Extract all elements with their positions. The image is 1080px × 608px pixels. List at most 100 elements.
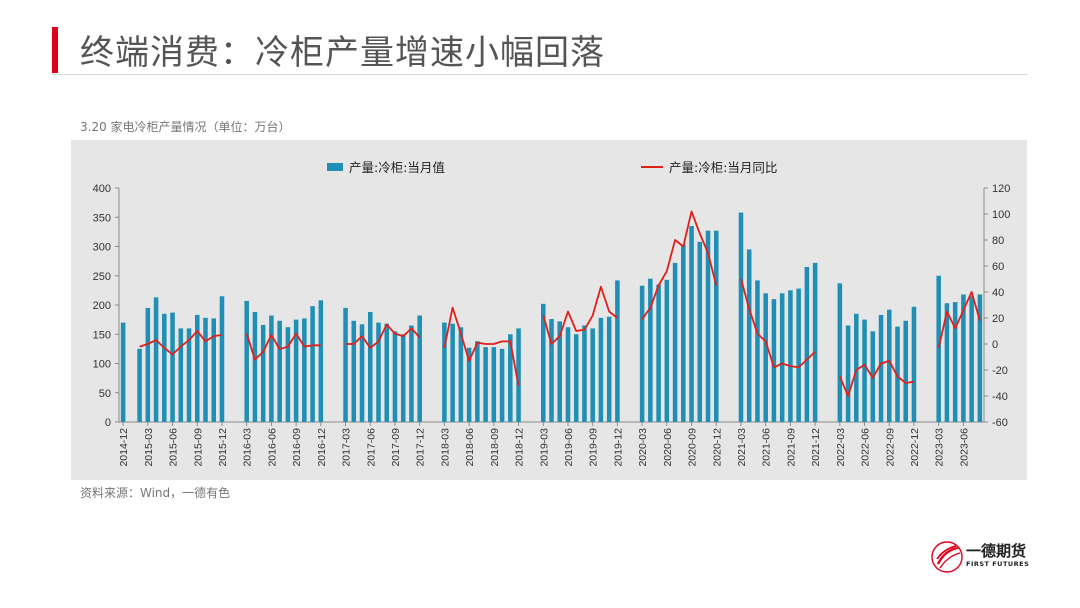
legend-line-label: 产量:冷柜:当月同比: [669, 160, 777, 175]
left-y-tick-label: 400: [93, 183, 111, 195]
bar: [351, 320, 357, 422]
bar: [269, 315, 274, 422]
bar: [277, 320, 282, 422]
bar: [689, 226, 694, 422]
bar: [886, 309, 892, 422]
bar: [944, 303, 950, 422]
left-y-tick-label: 0: [105, 417, 111, 429]
bar: [302, 318, 307, 422]
x-tick-label: 2014-12: [118, 428, 130, 467]
bar: [755, 280, 760, 422]
x-tick-label: 2015-12: [217, 428, 229, 467]
yoy-line: [345, 323, 421, 349]
right-y-tick-label: -60: [992, 417, 1008, 429]
right-y-tick-label: 100: [992, 209, 1010, 221]
bar: [582, 325, 587, 422]
left-y-tick-label: 350: [93, 212, 111, 224]
x-tick-label: 2018-09: [489, 428, 501, 467]
bar: [376, 322, 381, 422]
left-y-tick-label: 200: [93, 300, 111, 312]
x-tick-label: 2017-06: [365, 428, 377, 467]
right-y-tick-label: 20: [992, 313, 1004, 325]
source-note: 资料来源：Wind，一德有色: [80, 486, 231, 500]
bar: [491, 347, 497, 422]
bar: [705, 230, 711, 422]
bar: [219, 296, 225, 422]
right-y-tick-label: -40: [992, 391, 1008, 403]
bar: [450, 323, 455, 422]
bar: [499, 348, 505, 422]
x-tick-label: 2020-03: [637, 428, 649, 467]
bar: [458, 327, 464, 422]
bar: [186, 328, 192, 422]
bar: [878, 314, 884, 422]
chart-caption: 3.20 家电冷柜产量情况（单位：万台）: [80, 120, 291, 134]
right-y-tick-label: -20: [992, 365, 1008, 377]
yoy-line: [838, 359, 915, 397]
bar: [244, 300, 249, 422]
x-tick-label: 2020-12: [711, 428, 723, 467]
legend-bar-label: 产量:冷柜:当月值: [349, 160, 445, 175]
right-y-tick-label: 80: [992, 235, 1004, 247]
bar: [573, 334, 579, 422]
bar: [648, 278, 653, 422]
bar: [590, 328, 595, 422]
x-tick-label: 2021-09: [785, 428, 797, 467]
bar: [936, 275, 941, 422]
left-y-tick-label: 150: [93, 329, 111, 341]
yoy-line: [542, 285, 618, 345]
bar: [713, 230, 719, 422]
bar: [252, 312, 258, 422]
bar: [557, 321, 563, 422]
bar: [466, 347, 472, 422]
bar: [400, 334, 406, 422]
yoy-line: [740, 278, 816, 369]
bar: [359, 324, 365, 422]
yoy-line: [139, 330, 223, 356]
company-logo: 一德期货 FIRST FUTURES: [930, 538, 1040, 578]
bar: [203, 317, 208, 422]
x-tick-label: 2015-06: [168, 428, 180, 467]
bar: [664, 279, 670, 422]
bar: [804, 266, 810, 422]
bar: [854, 313, 859, 422]
bar: [845, 325, 851, 422]
right-y-tick-label: 120: [992, 183, 1010, 195]
bar: [194, 314, 200, 422]
x-tick-label: 2020-06: [662, 428, 674, 467]
x-tick-label: 2016-06: [266, 428, 278, 467]
bar: [475, 341, 480, 422]
bar: [681, 244, 686, 422]
bar: [771, 299, 777, 422]
bar: [549, 319, 554, 422]
bar: [367, 312, 373, 422]
bar: [285, 327, 291, 422]
bar: [788, 290, 793, 422]
bar: [417, 315, 422, 422]
logo-mark-icon: [931, 541, 963, 573]
left-y-tick-label: 100: [93, 359, 111, 371]
bar: [615, 280, 620, 422]
x-tick-label: 2018-12: [514, 428, 526, 467]
logo-subtitle: FIRST FUTURES: [966, 560, 1030, 568]
bar: [120, 322, 126, 422]
x-tick-label: 2015-09: [192, 428, 204, 467]
bar: [170, 312, 175, 422]
bar: [606, 316, 612, 422]
title-accent-bar: [52, 27, 58, 73]
bar: [310, 306, 315, 422]
x-tick-label: 2021-06: [761, 428, 773, 467]
bar: [565, 327, 571, 422]
x-tick-label: 2022-09: [884, 428, 896, 467]
x-tick-label: 2020-09: [687, 428, 699, 467]
bar: [895, 326, 900, 422]
x-tick-label: 2022-12: [909, 428, 921, 467]
yoy-line: [443, 306, 520, 386]
bar: [211, 318, 217, 422]
x-tick-label: 2019-09: [588, 428, 600, 467]
bar: [598, 317, 604, 422]
title-divider: [52, 74, 1028, 75]
chart-svg: 0 50 100 150 200 250 300 350 400 -60 -40 -20 0 20 40 60…: [93, 160, 1011, 467]
x-tick-label: 2016-03: [242, 428, 254, 467]
bar: [409, 325, 414, 422]
